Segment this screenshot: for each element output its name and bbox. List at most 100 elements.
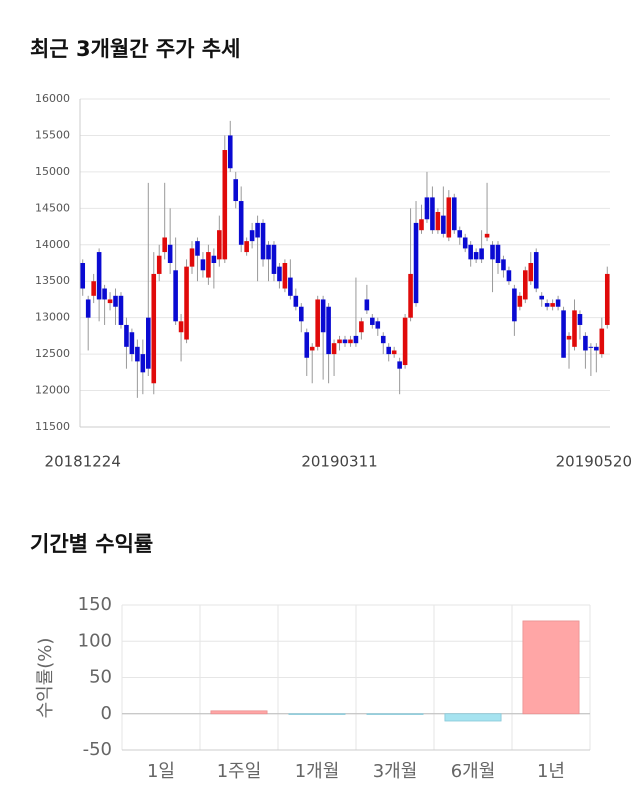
candle-body <box>550 303 555 307</box>
candle-body <box>211 255 217 263</box>
candle-body <box>359 321 364 333</box>
candle-body <box>468 244 473 260</box>
candle-body <box>331 343 337 355</box>
candle-body <box>238 201 244 245</box>
candle-body <box>457 230 463 238</box>
y-tick-label: 13500 <box>35 274 70 287</box>
candle-body <box>512 288 517 322</box>
candle-body <box>604 273 610 325</box>
candle-body <box>140 354 146 373</box>
candle-body <box>348 339 353 344</box>
candle-body <box>594 346 599 351</box>
candle-body <box>244 241 249 253</box>
y-tick-label: 150 <box>78 594 112 615</box>
candle-body <box>173 270 178 322</box>
candle-body <box>189 248 195 267</box>
candle-body <box>561 310 566 358</box>
candle-body <box>151 273 157 384</box>
candle-body <box>397 361 402 369</box>
x-tick-label: 6개월 <box>451 761 496 782</box>
y-tick-label: 13000 <box>35 311 70 324</box>
candle-body <box>195 241 200 256</box>
candle-body <box>506 270 512 282</box>
x-tick-label: 1주일 <box>217 761 262 782</box>
candle-body <box>539 295 544 300</box>
candle-body <box>222 150 228 260</box>
candle-body <box>135 346 140 362</box>
candle-body <box>271 244 277 274</box>
candle-body <box>528 263 534 282</box>
x-tick-label: 20190311 <box>301 453 377 471</box>
candle-body <box>495 244 501 263</box>
candle-body <box>80 263 86 289</box>
candle-body <box>533 252 539 289</box>
candle-body <box>375 321 381 329</box>
candle-body <box>255 222 260 238</box>
y-tick-label: 12500 <box>35 347 70 360</box>
candle-body <box>424 197 430 220</box>
candle-body <box>118 295 124 325</box>
bar <box>366 713 424 715</box>
candle-body <box>167 244 173 263</box>
candle-body <box>588 346 594 348</box>
y-tick-label: 50 <box>89 667 112 688</box>
candle-body <box>107 299 113 304</box>
candle-body <box>282 263 288 289</box>
candle-body <box>217 230 222 260</box>
candle-body <box>288 277 293 296</box>
y-tick-label: 15500 <box>35 128 70 141</box>
candle-body <box>200 259 206 271</box>
candle-body <box>501 259 506 271</box>
candle-body <box>85 299 91 318</box>
y-axis-label: 수익률(%) <box>35 638 56 719</box>
candle-body <box>380 335 386 344</box>
candle-body <box>408 273 413 318</box>
y-tick-label: 15000 <box>35 165 70 178</box>
y-tick-label: 14000 <box>35 238 70 251</box>
bar <box>210 710 268 715</box>
candle-body <box>309 346 315 351</box>
x-tick-label: 20190520 <box>556 453 632 471</box>
x-tick-label: 1일 <box>147 761 175 782</box>
bar <box>522 620 580 715</box>
candle-body <box>162 237 167 253</box>
candle-body <box>413 222 419 304</box>
y-tick-label: 0 <box>101 703 112 724</box>
candle-body <box>91 281 96 296</box>
x-tick-label: 3개월 <box>373 761 418 782</box>
y-tick-label: 16000 <box>35 92 70 105</box>
candle-body <box>435 211 441 231</box>
candle-body <box>113 295 118 307</box>
candle-body <box>260 222 266 260</box>
y-tick-label: -50 <box>83 739 112 760</box>
candle-body <box>326 306 331 355</box>
candle-body <box>102 288 107 300</box>
candle-body <box>451 197 457 231</box>
candle-body <box>184 266 189 340</box>
candle-body <box>402 317 408 366</box>
y-tick-label: 12000 <box>35 384 70 397</box>
candle-body <box>419 219 424 231</box>
candle-body <box>206 252 211 278</box>
candle-body <box>249 230 255 242</box>
candle-body <box>266 244 271 260</box>
candle-body <box>124 324 129 347</box>
candle-body <box>577 314 583 325</box>
candle-body <box>178 321 184 333</box>
candle-body <box>370 317 375 325</box>
y-tick-label: 100 <box>78 630 112 651</box>
candle-body <box>364 299 370 311</box>
candle-body <box>583 335 588 351</box>
candle-body <box>484 233 490 238</box>
candle-body <box>304 332 310 358</box>
y-tick-label: 14500 <box>35 201 70 214</box>
x-tick-label: 1년 <box>537 761 565 782</box>
candle-body <box>96 252 102 300</box>
chart-title: 기간별 수익률 <box>30 532 153 556</box>
x-tick-label: 1개월 <box>295 761 340 782</box>
candle-body <box>342 339 348 344</box>
candle-body <box>517 295 523 307</box>
candle-body <box>566 335 572 340</box>
candle-body <box>490 244 495 260</box>
